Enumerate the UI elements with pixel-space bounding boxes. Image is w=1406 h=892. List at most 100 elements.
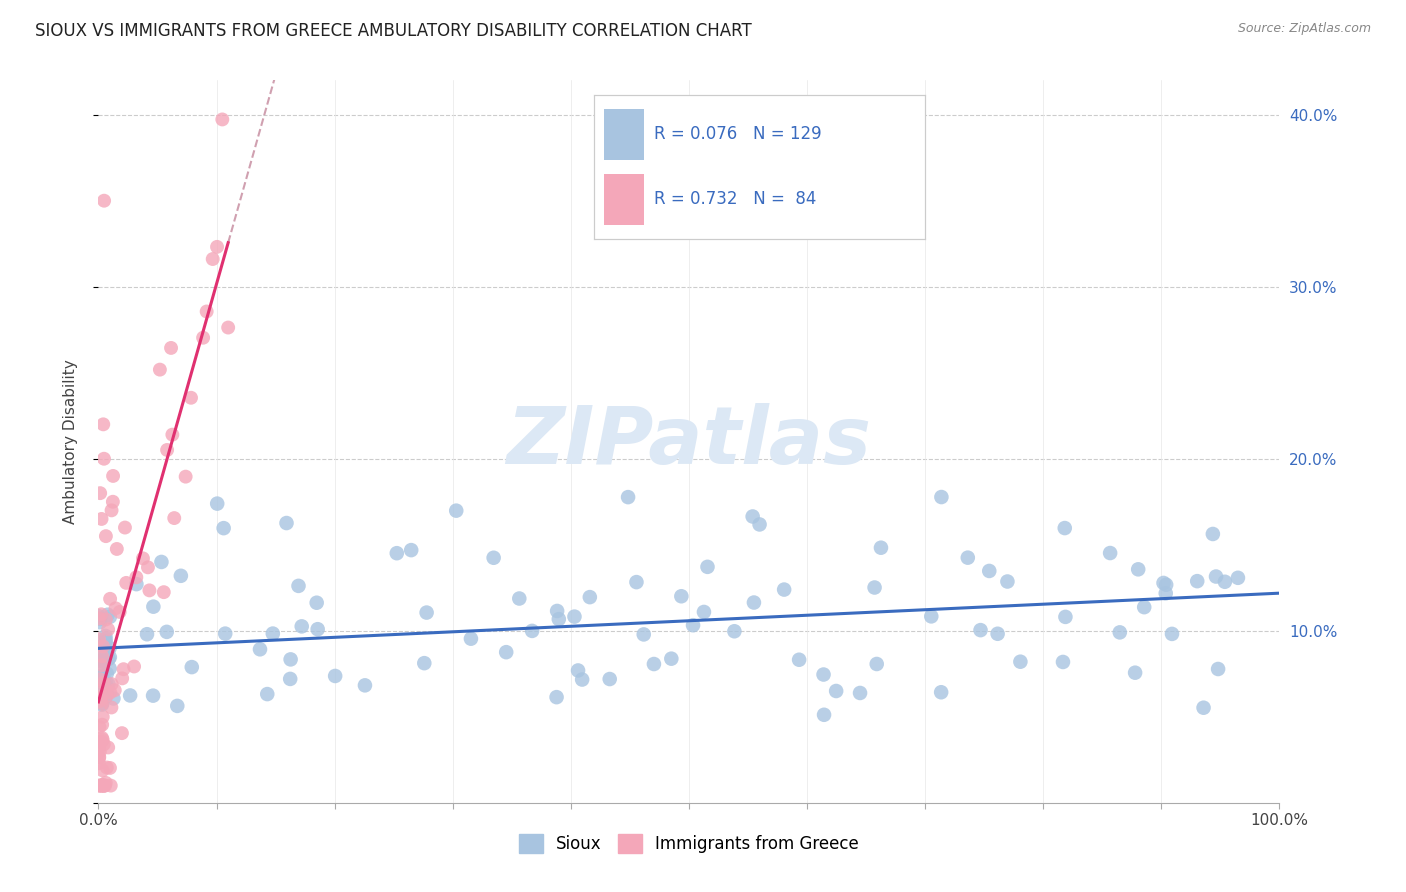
Point	[90, 779, 112, 793]
Point	[256, 687, 278, 701]
Point	[849, 686, 872, 700]
Point	[671, 589, 693, 603]
Point	[659, 651, 682, 665]
Point	[305, 596, 328, 610]
Point	[91, 653, 114, 667]
Point	[546, 690, 568, 705]
Point	[571, 673, 593, 687]
Point	[91, 731, 114, 745]
Point	[93, 643, 115, 657]
Point	[122, 659, 145, 673]
Point	[979, 564, 1001, 578]
Point	[89, 672, 111, 686]
Point	[91, 640, 114, 654]
Point	[156, 442, 179, 457]
Point	[114, 520, 136, 534]
Point	[1205, 569, 1227, 583]
Point	[291, 619, 314, 633]
Point	[813, 667, 835, 681]
Point	[174, 469, 197, 483]
Point	[97, 740, 120, 755]
Point	[115, 575, 138, 590]
Point	[307, 622, 329, 636]
Point	[90, 779, 112, 793]
Point	[931, 490, 953, 504]
Point	[929, 685, 952, 699]
Point	[787, 653, 810, 667]
Point	[100, 677, 122, 691]
Point	[89, 684, 111, 698]
Point	[969, 623, 991, 637]
Point	[741, 509, 763, 524]
Point	[626, 575, 648, 590]
Point	[617, 490, 640, 504]
Y-axis label: Ambulatory Disability: Ambulatory Disability	[63, 359, 77, 524]
Point	[813, 707, 835, 722]
Point	[90, 692, 112, 706]
Point	[89, 615, 111, 630]
Point	[94, 690, 117, 704]
Point	[495, 645, 517, 659]
Point	[98, 640, 121, 655]
Point	[1108, 625, 1130, 640]
Point	[149, 362, 172, 376]
Point	[89, 745, 111, 759]
Point	[1187, 574, 1209, 589]
Point	[97, 652, 120, 666]
Point	[693, 605, 716, 619]
Point	[94, 529, 117, 543]
Point	[87, 609, 110, 624]
Point	[205, 240, 228, 254]
Point	[93, 676, 115, 690]
Point	[97, 677, 120, 691]
Point	[101, 494, 124, 508]
Point	[1226, 571, 1249, 585]
Point	[1192, 700, 1215, 714]
Point	[90, 734, 112, 748]
Point	[482, 550, 505, 565]
Point	[170, 569, 193, 583]
Point	[91, 698, 114, 712]
Point	[96, 680, 118, 694]
Point	[90, 654, 112, 668]
Point	[93, 737, 115, 751]
Point	[567, 664, 589, 678]
Point	[1010, 655, 1032, 669]
Point	[212, 521, 235, 535]
Point	[87, 739, 110, 754]
Point	[125, 570, 148, 584]
Point	[100, 779, 122, 793]
Point	[94, 629, 117, 643]
Point	[98, 591, 121, 606]
Point	[89, 666, 111, 681]
Point	[103, 691, 125, 706]
Point	[96, 760, 118, 774]
Point	[385, 546, 408, 560]
Point	[87, 756, 110, 771]
Point	[97, 623, 120, 637]
Point	[460, 632, 482, 646]
Point	[90, 607, 112, 622]
Point	[93, 451, 115, 466]
Point	[863, 581, 886, 595]
Point	[211, 112, 233, 127]
Point	[643, 657, 665, 671]
Point	[997, 574, 1019, 589]
Point	[150, 555, 173, 569]
Point	[94, 674, 117, 689]
Point	[90, 697, 112, 711]
Point	[444, 503, 467, 517]
Point	[111, 726, 134, 740]
Point	[142, 689, 165, 703]
Point	[93, 653, 115, 667]
Point	[90, 778, 112, 792]
Point	[104, 601, 127, 615]
Point	[98, 761, 121, 775]
Point	[987, 626, 1010, 640]
Point	[93, 655, 115, 669]
Point	[191, 331, 214, 345]
Legend: Sioux, Immigrants from Greece: Sioux, Immigrants from Greece	[513, 827, 865, 860]
Point	[98, 610, 121, 624]
Point	[97, 607, 120, 622]
Point	[91, 417, 114, 432]
